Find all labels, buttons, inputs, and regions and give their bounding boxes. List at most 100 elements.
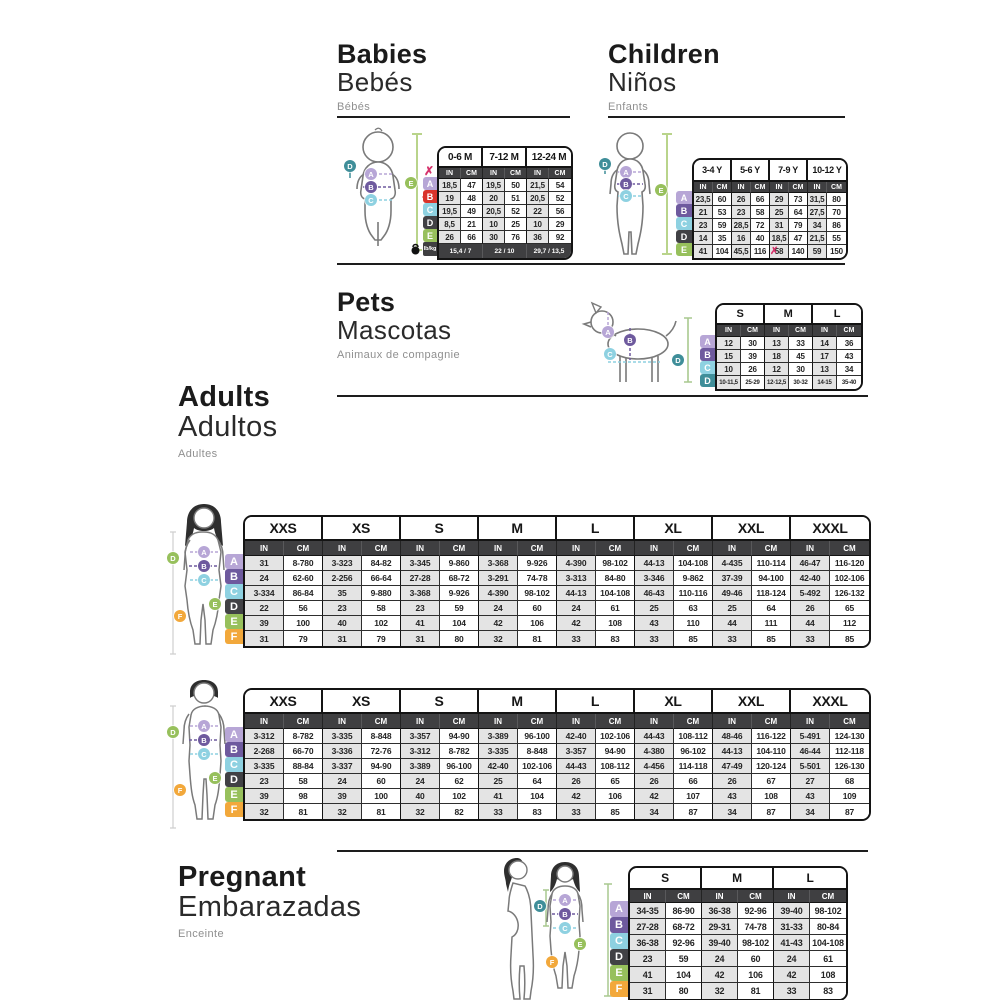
size-header: 5-6 Y: [732, 160, 770, 182]
cell: 25: [713, 601, 752, 616]
cell: 83: [596, 631, 635, 646]
unit-header: IN: [323, 541, 362, 556]
unit-header: CM: [837, 325, 861, 337]
cell: 24: [479, 601, 518, 616]
cell: 23: [245, 774, 284, 789]
unit-header: CM: [518, 541, 557, 556]
size-table-frame: S M L IN CM IN CM IN CM 34-35 86-90 36-38 92-96 39-40…: [628, 866, 848, 1000]
unit-header: IN: [694, 182, 713, 193]
cell: 33: [635, 631, 674, 646]
cell: 68-72: [666, 919, 702, 935]
measure-marker-d: D: [534, 900, 546, 912]
cell: 140: [789, 245, 808, 258]
cell: 35: [323, 586, 362, 601]
child-figure: A B C D E: [596, 128, 680, 260]
cell: 47-49: [713, 759, 752, 774]
red-x-icon: ✗: [770, 245, 779, 257]
cell: 19: [439, 192, 461, 205]
cell: 92-96: [738, 903, 774, 919]
measure-marker-c: C: [365, 194, 377, 206]
size-header: M: [765, 305, 813, 325]
cell: 13: [813, 363, 837, 376]
cell: 24: [702, 951, 738, 967]
cell: 33: [557, 804, 596, 819]
cell: 20,5: [483, 205, 505, 218]
unit-header: CM: [741, 325, 765, 337]
cell: 82: [440, 804, 479, 819]
cell: 4-390: [557, 556, 596, 571]
cell: 98-102: [810, 903, 846, 919]
cell: 3-323: [323, 556, 362, 571]
unit-header: CM: [751, 182, 770, 193]
measure-marker-f: F: [174, 784, 186, 796]
row-badge-a: A: [700, 335, 715, 348]
cell: 39-40: [774, 903, 810, 919]
cell: 85: [596, 804, 635, 819]
cell: 30: [483, 231, 505, 244]
cell: 31: [245, 556, 284, 571]
title-fr: Enfants: [608, 100, 649, 113]
cell: 94-100: [752, 571, 791, 586]
cell: 44: [713, 616, 752, 631]
cell: 114-118: [674, 759, 713, 774]
cell: 94-90: [596, 744, 635, 759]
unit-header: IN: [635, 714, 674, 729]
cell: 42: [774, 967, 810, 983]
cell: 14: [694, 232, 713, 245]
unit-header: CM: [440, 714, 479, 729]
unit-header: CM: [752, 714, 791, 729]
cell: 34: [635, 804, 674, 819]
cell: 86: [827, 219, 846, 232]
size-header: 7-12 M: [483, 148, 527, 168]
unit-header: CM: [738, 890, 774, 903]
cell: 19,5: [439, 205, 461, 218]
cell: 44-13: [713, 744, 752, 759]
cell: 3-337: [323, 759, 362, 774]
unit-header: CM: [440, 541, 479, 556]
cell: 126-130: [830, 759, 869, 774]
cell: 104: [666, 967, 702, 983]
unit-header: IN: [527, 168, 549, 179]
children-title: Children Niños Enfants: [608, 40, 720, 113]
cell: 104-110: [752, 744, 791, 759]
measure-marker-b: B: [559, 908, 571, 920]
cell: 9-860: [440, 556, 479, 571]
row-badge-d: D: [610, 949, 628, 965]
cell: 34: [837, 363, 861, 376]
cell: 72-76: [362, 744, 401, 759]
cell: 16: [732, 232, 751, 245]
cell: 24: [245, 571, 284, 586]
cell: 96-100: [440, 759, 479, 774]
cell: 10: [527, 218, 549, 231]
cell: 70: [827, 206, 846, 219]
cell: 126-132: [830, 586, 869, 601]
cell: 102: [362, 616, 401, 631]
measure-marker-d: D: [167, 552, 179, 564]
cell: 3-334: [245, 586, 284, 601]
cell: 66-70: [284, 744, 323, 759]
size-table-frame: XXS XS S M L XL XXL XXXL IN CM IN CM IN CM IN CM IN CM IN C…: [243, 515, 871, 648]
unit-header: CM: [674, 714, 713, 729]
cell: 65: [596, 774, 635, 789]
baby-silhouette-icon: [349, 127, 422, 251]
cell: 42-40: [479, 759, 518, 774]
cell: 39: [245, 616, 284, 631]
size-header: XL: [635, 517, 713, 541]
cell: 32: [245, 804, 284, 819]
unit-header: CM: [789, 325, 813, 337]
cell: 112-118: [830, 744, 869, 759]
cell: 74-78: [518, 571, 557, 586]
cell: 35-40: [837, 376, 861, 389]
cell: 3-312: [245, 729, 284, 744]
measure-marker-a: A: [620, 166, 632, 178]
cell: 9-926: [518, 556, 557, 571]
cell: 81: [284, 804, 323, 819]
pregnant-title: Pregnant Embarazadas Enceinte: [178, 862, 361, 941]
cell: 3-291: [479, 571, 518, 586]
cell: 33: [791, 631, 830, 646]
measure-marker-a: A: [198, 720, 210, 732]
cell: 3-346: [635, 571, 674, 586]
cell: 108: [752, 789, 791, 804]
cell: 4-435: [713, 556, 752, 571]
